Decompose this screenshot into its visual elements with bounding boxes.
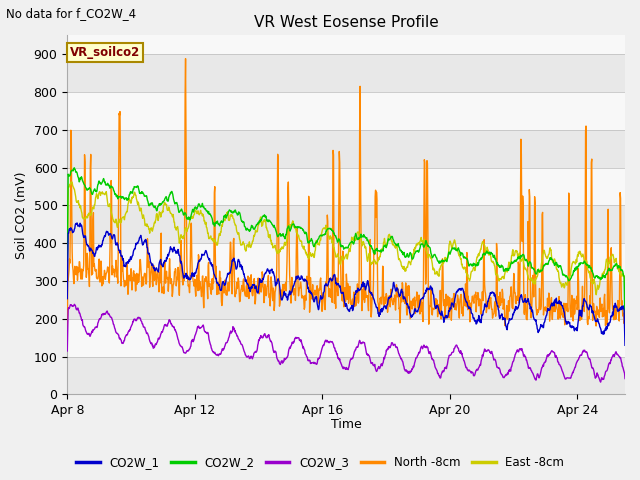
Line: CO2W_1: CO2W_1 xyxy=(67,223,625,345)
East -8cm xyxy=(68,179,76,185)
East -8cm xyxy=(147,227,154,232)
CO2W_3 xyxy=(361,343,369,348)
Legend: CO2W_1, CO2W_2, CO2W_3, North -8cm, East -8cm: CO2W_1, CO2W_2, CO2W_3, North -8cm, East… xyxy=(72,452,568,474)
CO2W_3 xyxy=(621,376,629,382)
CO2W_2 xyxy=(458,250,466,256)
North -8cm xyxy=(63,326,71,332)
CO2W_3 xyxy=(445,353,453,359)
East -8cm xyxy=(200,214,207,220)
North -8cm xyxy=(200,305,207,311)
X-axis label: Time: Time xyxy=(331,419,362,432)
North -8cm xyxy=(513,293,521,299)
CO2W_2 xyxy=(361,234,369,240)
CO2W_2 xyxy=(63,259,71,264)
North -8cm xyxy=(621,314,629,320)
East -8cm xyxy=(63,288,71,293)
East -8cm xyxy=(361,245,369,251)
CO2W_3 xyxy=(70,301,78,307)
East -8cm xyxy=(621,308,629,313)
North -8cm xyxy=(146,284,154,290)
CO2W_3 xyxy=(458,350,466,356)
Text: VR_soilco2: VR_soilco2 xyxy=(70,46,140,59)
CO2W_1 xyxy=(200,252,207,258)
CO2W_1 xyxy=(73,220,81,226)
CO2W_2 xyxy=(513,257,521,263)
CO2W_1 xyxy=(147,256,154,262)
Bar xyxy=(67,130,625,168)
Line: CO2W_2: CO2W_2 xyxy=(67,168,625,325)
CO2W_1 xyxy=(361,284,369,290)
CO2W_3 xyxy=(200,324,207,330)
CO2W_2 xyxy=(147,202,154,208)
Bar xyxy=(67,281,625,319)
CO2W_3 xyxy=(596,379,604,385)
Line: North -8cm: North -8cm xyxy=(67,59,625,329)
North -8cm xyxy=(182,56,189,61)
Bar xyxy=(67,357,625,394)
CO2W_1 xyxy=(458,286,466,291)
CO2W_3 xyxy=(147,339,154,345)
Bar xyxy=(67,168,625,205)
Text: No data for f_CO2W_4: No data for f_CO2W_4 xyxy=(6,7,136,20)
Bar xyxy=(67,243,625,281)
Title: VR West Eosense Profile: VR West Eosense Profile xyxy=(254,15,438,30)
East -8cm xyxy=(445,241,453,247)
CO2W_3 xyxy=(513,348,521,354)
Bar xyxy=(67,205,625,243)
Bar xyxy=(67,319,625,357)
CO2W_2 xyxy=(621,323,629,328)
Y-axis label: Soil CO2 (mV): Soil CO2 (mV) xyxy=(15,171,28,259)
Bar xyxy=(67,92,625,130)
Line: East -8cm: East -8cm xyxy=(67,182,625,311)
North -8cm xyxy=(361,295,369,301)
CO2W_2 xyxy=(200,204,207,209)
Bar xyxy=(67,54,625,92)
CO2W_2 xyxy=(445,249,453,255)
East -8cm xyxy=(513,248,521,254)
East -8cm xyxy=(458,261,466,267)
CO2W_3 xyxy=(63,348,71,354)
CO2W_1 xyxy=(63,296,71,301)
CO2W_2 xyxy=(70,165,78,171)
North -8cm xyxy=(445,315,453,321)
Line: CO2W_3: CO2W_3 xyxy=(67,304,625,382)
CO2W_1 xyxy=(621,342,629,348)
CO2W_1 xyxy=(445,309,453,314)
CO2W_1 xyxy=(513,306,521,312)
North -8cm xyxy=(458,311,466,316)
